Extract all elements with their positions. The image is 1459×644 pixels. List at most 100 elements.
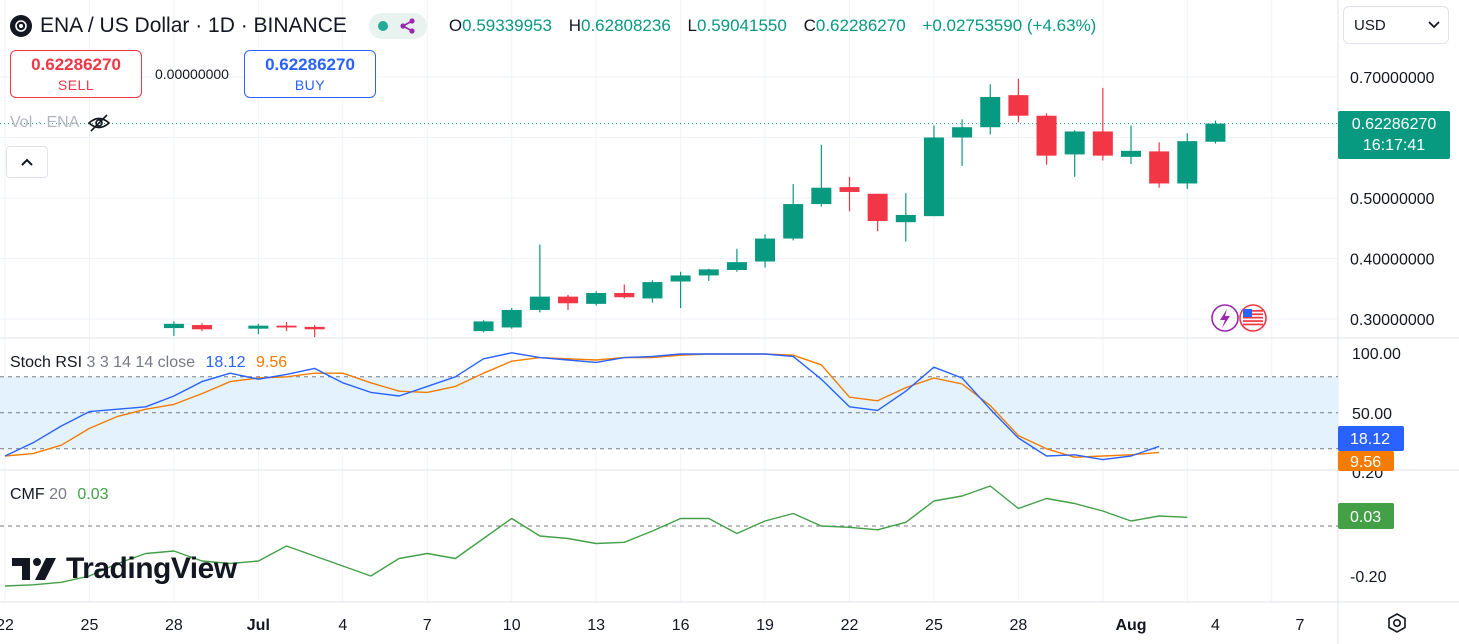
tradingview-mark-icon (12, 558, 56, 580)
flag-canton (1243, 309, 1252, 317)
chevron-down-icon (1428, 21, 1440, 29)
candle-body (586, 292, 607, 304)
last-price-tag: 0.62286270 16:17:41 (1338, 111, 1450, 159)
eye-crossed-icon[interactable] (87, 114, 111, 132)
open-value: 0.59339953 (462, 16, 552, 35)
price-axis-label: 0.50000000 (1350, 191, 1435, 208)
flag-stripe (1243, 320, 1263, 322)
candle-body (248, 325, 269, 329)
time-axis-label: 28 (165, 617, 183, 634)
candle-body (839, 187, 860, 192)
time-axis-label: 25 (925, 617, 943, 634)
logo-text: TradingView (66, 552, 237, 585)
sell-button[interactable]: 0.62286270 SELL (10, 50, 142, 98)
candle-body (1121, 150, 1141, 157)
share-icon (400, 18, 416, 34)
candle-body (895, 214, 916, 223)
sell-price: 0.62286270 (31, 55, 121, 74)
stoch-d-line (4, 353, 1160, 458)
stoch-rsi-label[interactable]: Stoch RSI 3 3 14 14 close 18.12 9.56 (10, 354, 287, 372)
currency-select[interactable]: USD (1343, 6, 1449, 44)
stoch-rsi-params: 3 3 14 14 close (86, 354, 196, 371)
low-value: 0.59041550 (697, 16, 787, 35)
stoch-rsi-name: Stoch RSI (10, 354, 83, 371)
candle-body (276, 325, 297, 328)
chart-header: ENA / US Dollar · 1D · BINANCE O0.593399… (10, 12, 1096, 40)
time-axis-label: 19 (756, 617, 774, 634)
candle-body (642, 282, 663, 299)
change-value: +0.02753590 (+4.63%) (922, 16, 1097, 35)
stoch-k-tag-text: 18.12 (1350, 431, 1390, 448)
ohlc-readout: O0.59339953 H0.62808236 L0.59041550 C0.6… (449, 16, 1096, 36)
candle-body (755, 238, 776, 262)
time-axis-label: Aug (1115, 617, 1146, 634)
flag-stripe (1243, 313, 1263, 316)
candle-body (304, 326, 325, 330)
buy-button[interactable]: 0.62286270 BUY (244, 50, 376, 98)
symbol-title[interactable]: ENA / US Dollar · 1D · BINANCE (40, 14, 347, 37)
open-label: O (448, 16, 463, 35)
candle-body (501, 309, 522, 328)
price-axis-label: 0.70000000 (1350, 70, 1435, 87)
candle-body (783, 204, 804, 239)
candle-body (670, 275, 691, 282)
settings-icon[interactable] (1386, 612, 1408, 634)
candle-body (980, 96, 1001, 128)
market-status-pill[interactable] (368, 13, 427, 39)
volume-indicator-label[interactable]: Vol · ENA (10, 114, 111, 132)
chevron-up-icon (21, 158, 33, 166)
stoch-axis-label: 50.00 (1352, 406, 1392, 423)
candle-body (952, 127, 973, 138)
bar-countdown: 16:17:41 (1362, 137, 1426, 154)
candle-body (558, 296, 578, 304)
time-axis-label: 22 (841, 617, 859, 634)
buy-label: BUY (294, 77, 326, 93)
price-axis-label: 0.40000000 (1350, 252, 1435, 269)
price-axis-label: 0.30000000 (1350, 312, 1435, 329)
time-axis-label: 10 (503, 617, 521, 634)
market-open-dot-icon (378, 21, 389, 31)
candle-body (529, 296, 550, 310)
time-axis-label: 7 (1295, 617, 1304, 634)
stoch-k-line (4, 352, 1160, 461)
candle-body (698, 269, 719, 276)
candle-body (923, 137, 944, 217)
candle-body (1205, 123, 1226, 142)
candle-body (1008, 95, 1029, 116)
currency-value: USD (1354, 16, 1386, 34)
lightning-glyph (1220, 309, 1230, 328)
candle-body (867, 193, 888, 221)
candle-body (1149, 151, 1170, 184)
candle-body (614, 292, 635, 298)
flag-stripe (1243, 323, 1263, 326)
candle-body (163, 323, 184, 329)
cmf-params: 20 (49, 486, 67, 503)
cmf-value: 0.03 (77, 486, 109, 503)
stoch-d-value: 9.56 (255, 354, 288, 371)
cmf-label[interactable]: CMF 20 0.03 (10, 486, 109, 504)
time-axis-label: 4 (338, 617, 347, 634)
candle-body (1092, 131, 1113, 156)
tradingview-logo[interactable]: TradingView (12, 552, 237, 586)
last-price-value: 0.62286270 (1351, 116, 1437, 133)
sell-label: SELL (57, 77, 95, 93)
time-axis-label: 4 (1211, 617, 1220, 634)
cmf-name: CMF (10, 486, 45, 503)
low-label: L (687, 16, 698, 35)
candle-body (1064, 131, 1085, 155)
candle-body (1177, 141, 1198, 184)
collapse-button[interactable] (6, 146, 48, 178)
cmf-axis-label: -0.20 (1350, 569, 1387, 586)
candle-body (192, 325, 213, 330)
stoch-axis-label: 100.00 (1352, 346, 1401, 363)
stoch-k-tag (1338, 426, 1404, 451)
candle-body (1036, 115, 1057, 156)
time-axis-label: Jul (247, 617, 270, 634)
time-axis-label: 13 (587, 617, 605, 634)
candle-body (473, 321, 494, 332)
high-value: 0.62808236 (580, 16, 671, 35)
candle-body (811, 187, 832, 205)
buy-price: 0.62286270 (265, 55, 355, 74)
cmf-tag (1338, 503, 1394, 529)
